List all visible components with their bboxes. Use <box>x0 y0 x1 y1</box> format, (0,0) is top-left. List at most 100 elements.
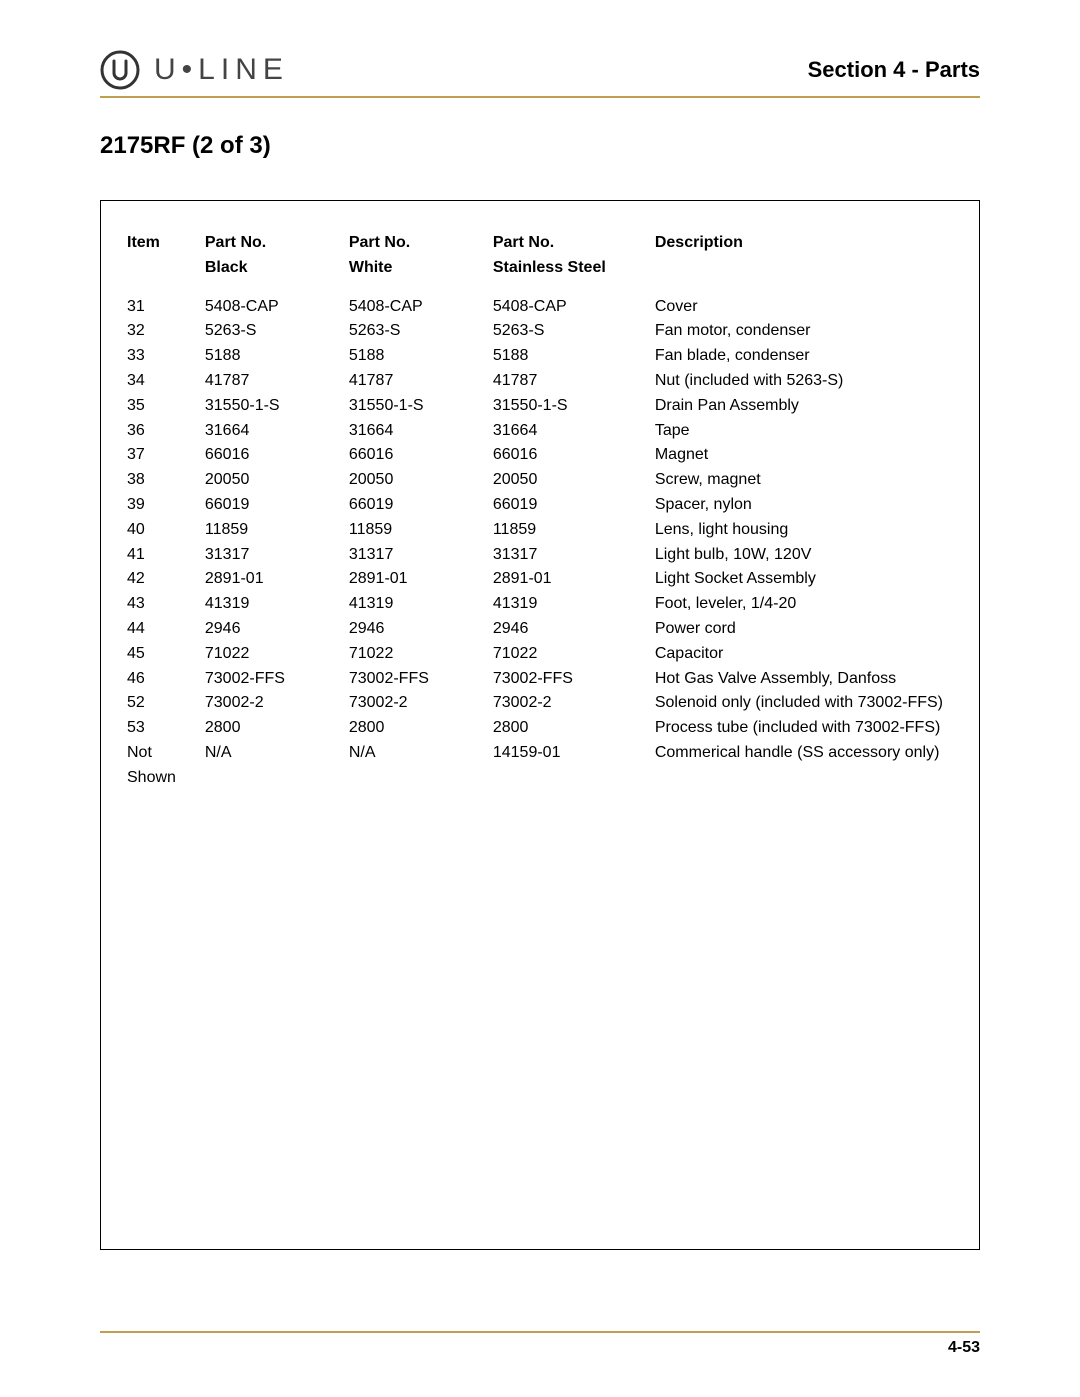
section-label: Section 4 - Parts <box>808 57 980 83</box>
cell-black: 5408-CAP <box>205 295 349 320</box>
cell-white: N/A <box>349 741 493 791</box>
col-header-white: Part No. White <box>349 231 493 295</box>
cell-white: 66016 <box>349 443 493 468</box>
table-row: 36316643166431664Tape <box>127 419 953 444</box>
cell-desc: Fan motor, condenser <box>655 319 953 344</box>
cell-white: 11859 <box>349 518 493 543</box>
brand-logo: U•LINE <box>100 50 289 90</box>
cell-white: 66019 <box>349 493 493 518</box>
cell-ss: 66019 <box>493 493 655 518</box>
cell-black: 2946 <box>205 617 349 642</box>
table-row: 33518851885188Fan blade, condenser <box>127 344 953 369</box>
page-header: U•LINE Section 4 - Parts <box>100 50 980 98</box>
cell-ss: 66016 <box>493 443 655 468</box>
cell-item: 36 <box>127 419 205 444</box>
table-row: 5273002-273002-273002-2Solenoid only (in… <box>127 691 953 716</box>
cell-item: 53 <box>127 716 205 741</box>
cell-white: 5263-S <box>349 319 493 344</box>
cell-ss: 73002-FFS <box>493 667 655 692</box>
cell-item: 33 <box>127 344 205 369</box>
cell-item: 35 <box>127 394 205 419</box>
cell-white: 73002-FFS <box>349 667 493 692</box>
cell-black: 41319 <box>205 592 349 617</box>
cell-black: 2891-01 <box>205 567 349 592</box>
page-footer: 4-53 <box>100 1331 980 1357</box>
cell-desc: Process tube (included with 73002-FFS) <box>655 716 953 741</box>
cell-desc: Foot, leveler, 1/4-20 <box>655 592 953 617</box>
page-title: 2175RF (2 of 3) <box>100 132 980 160</box>
cell-desc: Magnet <box>655 443 953 468</box>
table-row: Not ShownN/AN/A14159-01Commerical handle… <box>127 741 953 791</box>
table-row: 37660166601666016Magnet <box>127 443 953 468</box>
table-row: 44294629462946Power cord <box>127 617 953 642</box>
table-row: 4673002-FFS73002-FFS73002-FFSHot Gas Val… <box>127 667 953 692</box>
table-row: 45710227102271022Capacitor <box>127 642 953 667</box>
table-row: 34417874178741787Nut (included with 5263… <box>127 369 953 394</box>
cell-black: 31550-1-S <box>205 394 349 419</box>
cell-ss: 2800 <box>493 716 655 741</box>
cell-ss: 31664 <box>493 419 655 444</box>
cell-black: 73002-FFS <box>205 667 349 692</box>
table-row: 325263-S5263-S5263-SFan motor, condenser <box>127 319 953 344</box>
cell-white: 2946 <box>349 617 493 642</box>
table-row: 3531550-1-S31550-1-S31550-1-SDrain Pan A… <box>127 394 953 419</box>
cell-black: 20050 <box>205 468 349 493</box>
cell-desc: Fan blade, condenser <box>655 344 953 369</box>
cell-black: N/A <box>205 741 349 791</box>
cell-white: 71022 <box>349 642 493 667</box>
cell-desc: Solenoid only (included with 73002-FFS) <box>655 691 953 716</box>
cell-black: 5188 <box>205 344 349 369</box>
cell-black: 31664 <box>205 419 349 444</box>
cell-desc: Hot Gas Valve Assembly, Danfoss <box>655 667 953 692</box>
cell-black: 5263-S <box>205 319 349 344</box>
cell-black: 2800 <box>205 716 349 741</box>
cell-item: 41 <box>127 543 205 568</box>
cell-ss: 31317 <box>493 543 655 568</box>
brand-text: U•LINE <box>154 53 289 87</box>
cell-black: 66019 <box>205 493 349 518</box>
table-row: 422891-012891-012891-01Light Socket Asse… <box>127 567 953 592</box>
table-row: 53280028002800Process tube (included wit… <box>127 716 953 741</box>
cell-ss: 31550-1-S <box>493 394 655 419</box>
cell-desc: Tape <box>655 419 953 444</box>
parts-table-head: Item Part No. Black Part No. White Part … <box>127 231 953 295</box>
cell-white: 2800 <box>349 716 493 741</box>
table-row: 39660196601966019Spacer, nylon <box>127 493 953 518</box>
cell-desc: Light Socket Assembly <box>655 567 953 592</box>
col-header-item: Item <box>127 231 205 295</box>
cell-ss: 5263-S <box>493 319 655 344</box>
cell-black: 66016 <box>205 443 349 468</box>
cell-black: 31317 <box>205 543 349 568</box>
parts-table-body: 315408-CAP5408-CAP5408-CAPCover325263-S5… <box>127 295 953 791</box>
cell-ss: 14159-01 <box>493 741 655 791</box>
col-header-black: Part No. Black <box>205 231 349 295</box>
cell-ss: 2891-01 <box>493 567 655 592</box>
cell-item: 31 <box>127 295 205 320</box>
cell-ss: 41787 <box>493 369 655 394</box>
cell-ss: 71022 <box>493 642 655 667</box>
cell-item: 43 <box>127 592 205 617</box>
cell-item: 44 <box>127 617 205 642</box>
cell-item: 46 <box>127 667 205 692</box>
cell-item: Not Shown <box>127 741 205 791</box>
cell-ss: 73002-2 <box>493 691 655 716</box>
cell-item: 38 <box>127 468 205 493</box>
col-header-desc: Description <box>655 231 953 295</box>
table-row: 41313173131731317Light bulb, 10W, 120V <box>127 543 953 568</box>
table-row: 38200502005020050Screw, magnet <box>127 468 953 493</box>
cell-white: 31664 <box>349 419 493 444</box>
cell-ss: 2946 <box>493 617 655 642</box>
cell-white: 5408-CAP <box>349 295 493 320</box>
parts-table-frame: Item Part No. Black Part No. White Part … <box>100 200 980 1250</box>
cell-white: 73002-2 <box>349 691 493 716</box>
table-row: 40118591185911859Lens, light housing <box>127 518 953 543</box>
cell-desc: Lens, light housing <box>655 518 953 543</box>
cell-item: 42 <box>127 567 205 592</box>
col-header-ss: Part No. Stainless Steel <box>493 231 655 295</box>
uline-mark-icon <box>100 50 140 90</box>
table-row: 43413194131941319Foot, leveler, 1/4-20 <box>127 592 953 617</box>
cell-white: 41319 <box>349 592 493 617</box>
cell-white: 2891-01 <box>349 567 493 592</box>
cell-item: 45 <box>127 642 205 667</box>
cell-white: 41787 <box>349 369 493 394</box>
